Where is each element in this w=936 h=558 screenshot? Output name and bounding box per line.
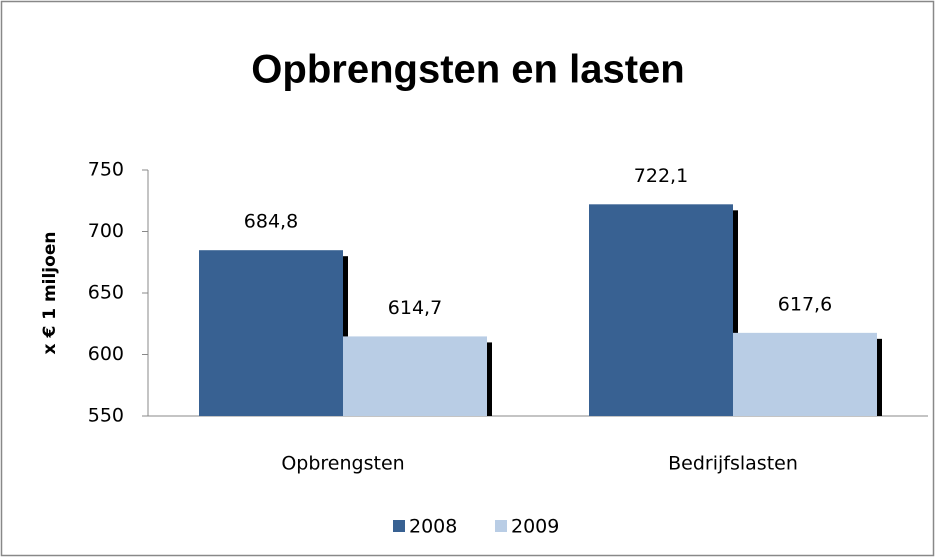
y-axis-title: x € 1 miljoen [40,232,60,355]
y-tick-label: 650 [88,282,124,304]
y-tick-label: 700 [88,220,124,242]
bar [343,336,487,416]
value-label: 617,6 [778,293,832,315]
bar-shadow [342,256,348,416]
bar-shadow [876,338,882,416]
bar [589,204,733,416]
y-tick-label: 600 [88,343,124,365]
legend-swatch [495,520,507,532]
bar [199,250,343,416]
y-tick-label: 550 [88,405,124,427]
legend-label: 2008 [409,516,457,538]
bar-shadow [486,342,492,416]
y-tick-label: 750 [88,159,124,181]
value-label: 722,1 [634,165,688,187]
x-tick-label: Opbrengsten [281,453,404,475]
legend-swatch [393,520,405,532]
chart-title: Opbrengsten en lasten [251,48,684,92]
value-label: 614,7 [388,297,442,319]
legend-label: 2009 [511,516,559,538]
bar [733,332,877,416]
x-tick-label: Bedrijfslasten [668,453,798,475]
value-label: 684,8 [244,211,298,233]
bar-shadow [732,210,738,416]
